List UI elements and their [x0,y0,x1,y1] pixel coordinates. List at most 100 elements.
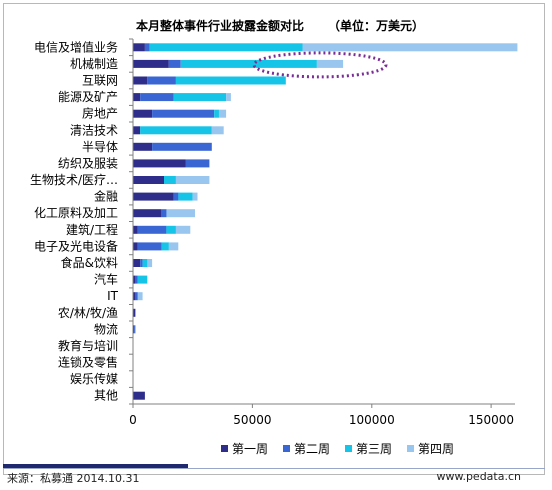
chart-frame [3,3,545,475]
category-label: 半导体 [82,140,118,154]
bar-segment [133,308,136,317]
bar-segment [140,93,174,102]
x-tick-label: 0 [129,413,137,427]
bar-segment [316,59,344,68]
legend-swatch [283,445,290,452]
bar-segment [176,225,191,234]
bar-segment [152,109,215,118]
bar-segment [166,225,176,234]
legend: 第一周 第二周 第三周 第四周 [221,442,454,456]
category-label: 纺织及服装 [58,156,118,170]
bar-segment [133,242,138,251]
bar-segment [176,176,210,184]
legend-swatch [407,445,414,452]
bar-segment [173,192,179,201]
bar-segment [166,209,195,218]
legend-swatch [221,445,228,452]
bar-segment [185,159,210,168]
bar-segment [161,209,167,218]
highlight-ellipse [252,51,388,79]
category-label: 电信及增值业务 [34,39,118,54]
bar-segment [133,43,145,52]
bar-segment [140,259,143,267]
footer: 来源：私募通 2014.10.31 www.pedata.cn [3,464,545,486]
category-labels: 电信及增值业务机械制造互联网能源及矿产房地产清洁技术半导体纺织及服装生物技术/医… [30,39,119,402]
bar-segment [135,275,138,284]
bar-segment [135,292,138,301]
bar-segment [142,259,148,267]
bar-segment [133,109,153,118]
bar-segment [137,225,167,234]
bar-segment [176,76,286,85]
bar-segment [180,59,317,68]
category-label: 电子及光电设备 [34,239,118,253]
bar-segment [161,242,169,251]
bar-segment [133,259,141,267]
bar-segment [168,242,179,251]
bar-segment [133,76,148,85]
bar-segment [133,391,145,400]
bar-segment [178,192,193,201]
category-label: 连锁及零售 [58,355,118,370]
bar-segment [133,192,174,201]
bar-segment [137,242,162,251]
category-label: 物流 [94,322,118,336]
bar-segment [137,275,148,284]
chart-title: 本月整体事件行业披露金额对比 [136,18,304,33]
bar-segment [147,259,153,267]
bar-segment [144,43,150,52]
category-label: 能源及矿产 [58,90,118,104]
bar-segment [140,126,212,135]
bar-segment [133,209,162,218]
bar-segment [218,109,227,118]
category-label: 建筑/工程 [66,222,118,237]
bar-segment [133,325,135,334]
category-label: 互联网 [82,74,118,88]
bar-segment [152,142,212,151]
site-url: www.pedata.cn [436,470,521,483]
bar-segment [173,93,227,102]
category-label: 化工原料及加工 [34,206,118,220]
category-label: 清洁技术 [70,123,118,137]
bar-segment [164,176,176,184]
bar-segment [149,43,303,52]
axes [129,38,515,408]
annotation [252,51,388,79]
category-label: 金融 [94,189,118,204]
bar-segment [133,93,141,102]
category-label: 教育与培训 [58,338,118,353]
bar-segment [133,292,136,301]
category-label: 农/林/牧/渔 [58,306,118,320]
bar-segment [137,292,143,301]
bar-segment [133,225,138,234]
category-label: 娱乐传媒 [70,371,118,386]
x-tick-labels: 0 50000 100000 150000 [129,413,514,427]
bar-segment [133,176,164,184]
bar-segment [302,43,518,52]
legend-label: 第四周 [418,442,454,456]
bar-segment [211,126,224,135]
x-tick-label: 150000 [468,413,514,427]
chart-unit: （单位：万美元） [328,18,424,33]
footer-accent-bar [3,464,188,468]
category-label: 汽车 [94,272,118,287]
footer-divider [3,468,545,469]
category-label: 生物技术/医疗… [30,173,118,187]
bars-group [133,43,518,400]
legend-label: 第二周 [294,442,330,456]
bar-segment [226,93,231,102]
category-label: 食品&饮料 [61,255,118,270]
category-label: 房地产 [82,106,118,121]
bar-segment [133,59,169,68]
bar-segment [134,325,136,334]
source-text: 来源：私募通 2014.10.31 [7,472,140,485]
legend-label: 第一周 [232,442,268,456]
x-tick-label: 50000 [233,413,271,427]
legend-swatch [345,445,352,452]
bar-segment [133,142,153,151]
bar-segment [133,159,186,168]
bar-segment [214,109,219,118]
category-label: IT [107,289,119,303]
legend-label: 第三周 [356,442,392,456]
